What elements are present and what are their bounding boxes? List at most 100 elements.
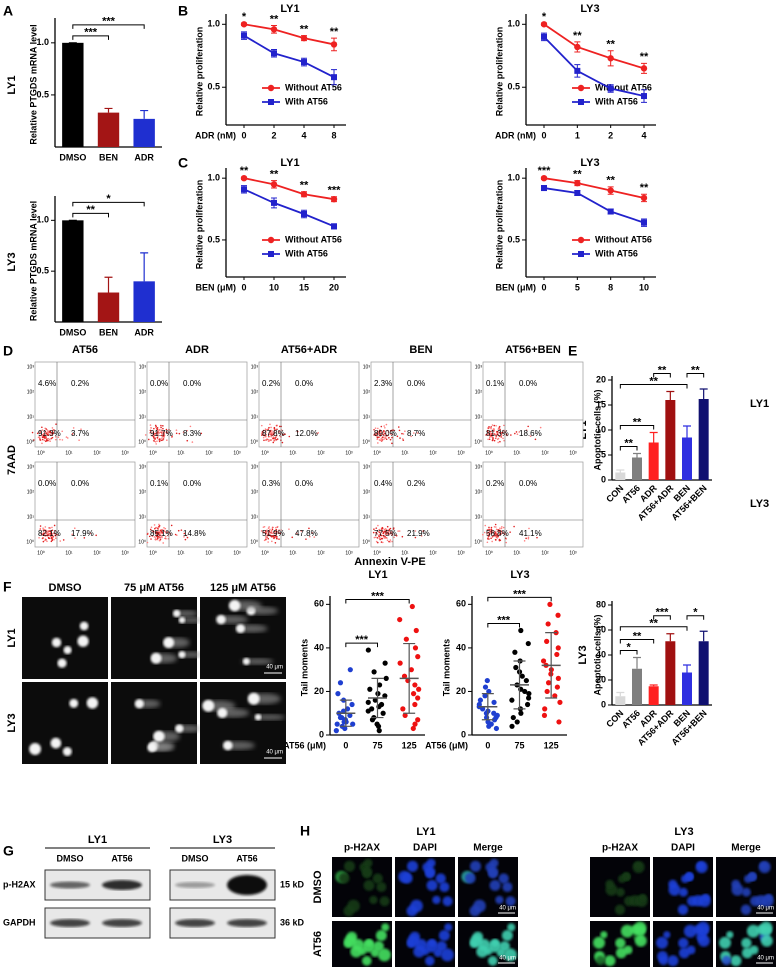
event-dot (41, 435, 44, 437)
comet-head (202, 699, 215, 712)
cell (741, 887, 751, 897)
significance-label: ** (633, 416, 642, 428)
event-dot (386, 525, 389, 528)
point (378, 701, 385, 708)
event-dot (523, 540, 526, 542)
event-dot (501, 434, 503, 437)
event-dot (278, 431, 280, 433)
quadrant-value: 77.5% (374, 529, 397, 538)
point (413, 627, 419, 634)
point (412, 682, 418, 688)
cell (406, 860, 419, 872)
marker (331, 74, 337, 81)
quadrant-value: 51.9% (262, 529, 285, 538)
flow-y-tick: 10² (27, 489, 35, 495)
point (545, 680, 552, 686)
event-dot (83, 537, 86, 539)
event-dot (503, 424, 505, 427)
event-dot (262, 436, 265, 439)
significance-bracket (619, 446, 638, 451)
event-dot (311, 532, 314, 534)
event-dot (491, 433, 494, 436)
flow-y-tick: 10² (251, 389, 259, 395)
point (415, 654, 421, 660)
flow-x-tick: 10¹ (401, 450, 409, 456)
point (540, 658, 547, 664)
channel-label: DAPI (413, 843, 437, 854)
flow-y-tick: 10² (363, 389, 371, 395)
event-dot (390, 429, 392, 432)
event-dot (491, 530, 494, 533)
event-dot (398, 530, 401, 532)
event-dot (373, 536, 376, 539)
event-dot (156, 537, 159, 539)
flow-x-tick: 10¹ (513, 450, 521, 456)
bar (698, 399, 709, 480)
event-dot (486, 532, 488, 535)
event-dot (37, 436, 40, 439)
event-dot (496, 537, 499, 539)
event-dot (162, 427, 164, 430)
y-axis-label: Relative proliferation (494, 180, 504, 270)
error-bar (666, 633, 675, 642)
cell (663, 931, 671, 939)
cell (495, 895, 504, 905)
quadrant-value: 41.1% (519, 529, 542, 538)
significance-label: ** (606, 39, 615, 51)
event-dot (373, 431, 376, 433)
x-tick-label: 10 (639, 282, 649, 292)
cell (503, 948, 517, 962)
event-dot (503, 439, 505, 442)
event-dot (490, 432, 492, 435)
cell (639, 893, 647, 902)
significance-label: ** (270, 13, 279, 25)
cell (630, 924, 641, 935)
flow-y-tick: 10¹ (139, 414, 147, 420)
flow-y-tick: 10³ (363, 464, 371, 470)
event-dot (162, 433, 165, 435)
event-dot (54, 435, 57, 438)
event-dot (487, 534, 490, 536)
event-dot (66, 437, 69, 439)
event-dot (269, 423, 271, 426)
comet-head (147, 742, 157, 753)
quadrant-value: 58.8% (486, 529, 509, 538)
y-tick-label: 40 (456, 642, 466, 652)
event-dot (41, 429, 44, 431)
event-dot (274, 541, 277, 544)
sd-bar (403, 642, 416, 714)
event-dot (277, 531, 280, 534)
event-dot (165, 531, 167, 534)
event-dot (500, 530, 503, 533)
event-dot (515, 431, 518, 433)
quadrant-value: 0.1% (486, 379, 504, 388)
cell (436, 941, 447, 952)
event-dot (149, 528, 152, 531)
event-dot (72, 427, 75, 429)
legend-marker (268, 251, 274, 257)
group-label: LY1 (416, 826, 435, 838)
event-dot (158, 539, 161, 542)
event-dot (265, 433, 268, 436)
event-dot (271, 540, 273, 543)
legend-marker (578, 99, 584, 105)
point (350, 721, 356, 727)
event-dot (495, 528, 498, 531)
channel-label: Merge (473, 843, 503, 854)
event-dot (489, 530, 491, 533)
marker (607, 55, 614, 62)
event-dot (272, 532, 275, 535)
event-dot (262, 526, 265, 528)
event-dot (496, 534, 499, 537)
x-axis-label: ADR (nM) (495, 130, 536, 140)
bar (665, 400, 676, 480)
event-dot (39, 528, 42, 531)
comet-head (217, 707, 228, 718)
event-dot (499, 440, 501, 443)
event-dot (499, 431, 501, 433)
event-dot (388, 534, 390, 536)
protein-label: GAPDH (3, 917, 36, 927)
event-dot (260, 432, 263, 435)
event-dot (486, 429, 489, 432)
significance-label: *** (656, 607, 670, 619)
